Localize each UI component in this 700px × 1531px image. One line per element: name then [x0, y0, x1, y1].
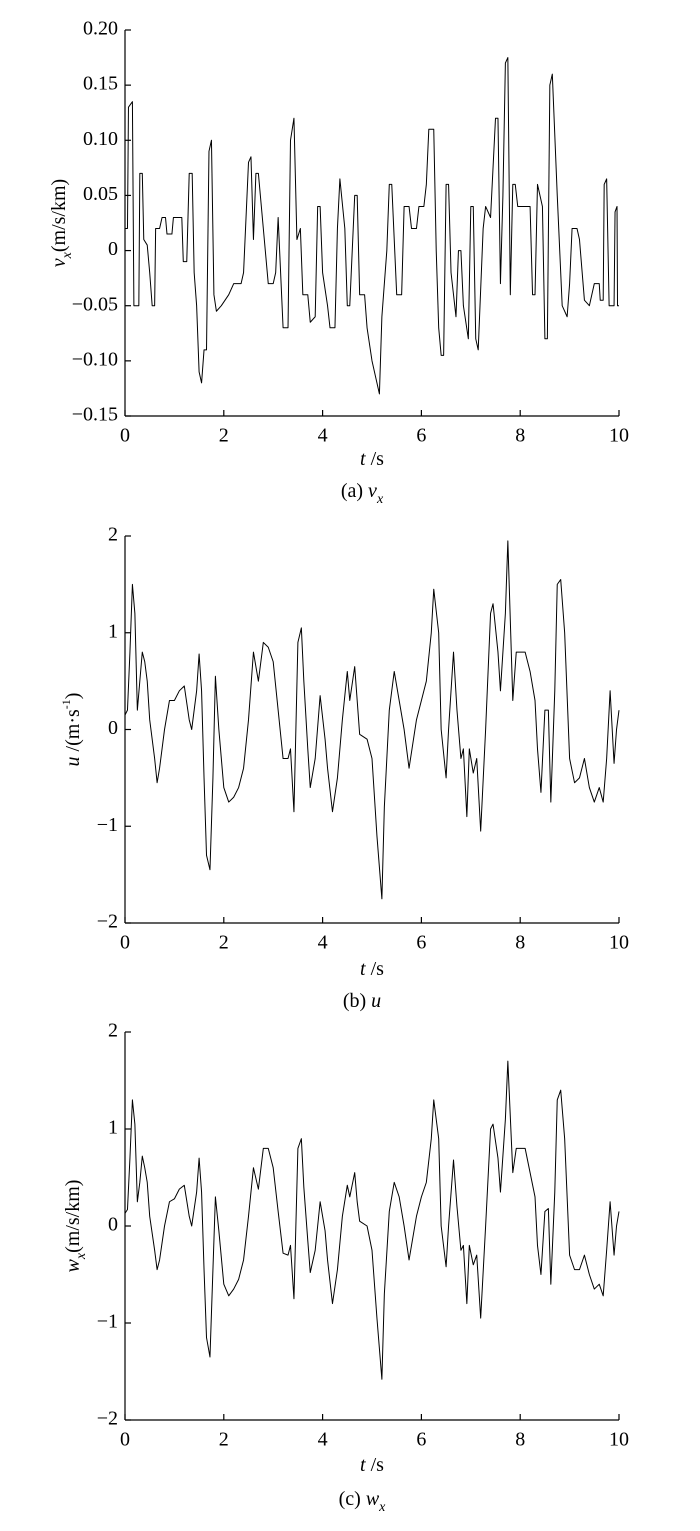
caption-part: u — [371, 990, 381, 1012]
caption: (a) vx — [341, 480, 384, 507]
y-tick-label: 0.05 — [83, 183, 118, 205]
y-axis-label-part: x — [74, 1252, 89, 1260]
y-tick-label: 2 — [108, 524, 118, 546]
y-tick-label: 2 — [108, 1020, 118, 1042]
x-tick-label: 0 — [120, 1429, 130, 1451]
y-tick-label: 0 — [108, 1214, 118, 1236]
y-axis-label: wx(m/s/km) — [62, 1180, 89, 1273]
caption-part: x — [376, 492, 384, 507]
y-tick-label: −2 — [97, 1408, 118, 1430]
y-axis-label-part: (m/s/km) — [62, 1180, 84, 1253]
caption-part: v — [368, 480, 377, 502]
y-axis-label: u /(m·s-1) — [59, 693, 84, 767]
y-axis-label-part: -1 — [59, 699, 73, 709]
data-line — [125, 57, 619, 395]
x-axis-label-part: t — [360, 1454, 366, 1476]
x-tick-label: 4 — [318, 1429, 328, 1451]
y-tick-label: 0 — [108, 238, 118, 260]
caption-part: (b) — [343, 990, 371, 1012]
x-tick-label: 4 — [318, 932, 328, 954]
x-tick-label: 0 — [120, 932, 130, 954]
y-tick-label: −2 — [97, 911, 118, 933]
y-tick-label: −1 — [97, 1311, 118, 1333]
x-tick-label: 2 — [219, 1429, 229, 1451]
y-axis-label-part: /(m·s — [62, 709, 84, 756]
data-line — [124, 540, 620, 900]
y-axis-label-part: ) — [62, 693, 84, 700]
x-tick-label: 6 — [416, 932, 426, 954]
caption: (c) wx — [339, 1488, 387, 1515]
x-tick-label: 6 — [416, 425, 426, 447]
y-tick-label: −1 — [97, 814, 118, 836]
y-tick-label: −0.10 — [72, 348, 118, 370]
x-axis-label-part: t — [360, 448, 366, 470]
x-tick-label: 10 — [609, 932, 629, 954]
caption: (b) u — [343, 990, 381, 1012]
x-tick-label: 2 — [219, 425, 229, 447]
x-tick-label: 10 — [609, 1429, 629, 1451]
x-tick-label: 0 — [120, 425, 130, 447]
data-line — [124, 1060, 620, 1380]
y-axis-label-part: v — [48, 258, 70, 267]
x-tick-label: 2 — [219, 932, 229, 954]
x-tick-label: 8 — [515, 1429, 525, 1451]
y-tick-label: 0.20 — [83, 18, 118, 40]
x-axis-label: t /s — [360, 448, 384, 470]
y-tick-label: 0 — [108, 717, 118, 739]
y-tick-label: 1 — [108, 1117, 118, 1139]
x-tick-label: 4 — [318, 425, 328, 447]
x-tick-label: 6 — [416, 1429, 426, 1451]
x-axis-label-part: /s — [366, 1454, 385, 1476]
caption-part: (c) — [339, 1488, 366, 1510]
caption-part: x — [378, 1500, 386, 1515]
x-axis-label: t /s — [360, 1454, 384, 1476]
y-tick-label: −0.05 — [72, 293, 118, 315]
caption-part: (a) — [341, 480, 368, 502]
x-axis-label: t /s — [360, 958, 384, 980]
y-axis-label-part: w — [62, 1258, 84, 1272]
x-axis-label-part: t — [360, 958, 366, 980]
y-axis-label-part: (m/s/km) — [48, 179, 70, 252]
y-tick-label: 1 — [108, 620, 118, 642]
x-tick-label: 8 — [515, 932, 525, 954]
y-tick-label: 0.15 — [83, 73, 118, 95]
y-axis-label: vx(m/s/km) — [48, 179, 75, 267]
x-axis-label-part: /s — [366, 958, 385, 980]
y-axis-label-part: x — [60, 251, 75, 259]
x-tick-label: 10 — [609, 425, 629, 447]
y-tick-label: −0.15 — [72, 404, 118, 426]
y-axis-label-part: u — [62, 756, 84, 766]
caption-part: w — [366, 1488, 380, 1510]
y-tick-label: 0.10 — [83, 128, 118, 150]
x-tick-label: 8 — [515, 425, 525, 447]
x-axis-label-part: /s — [366, 448, 385, 470]
